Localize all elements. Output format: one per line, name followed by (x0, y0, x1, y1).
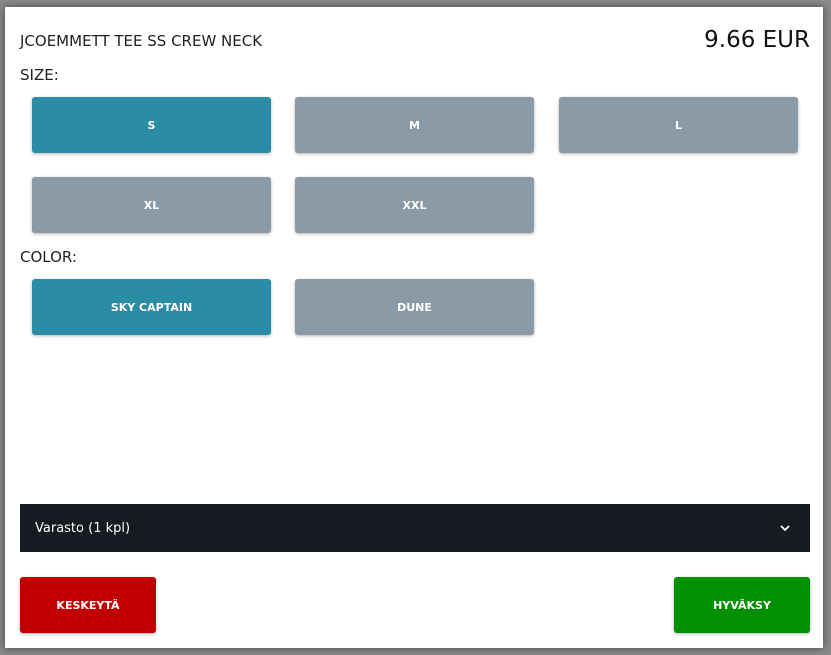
stock-dropdown-value: Varasto (1 kpl) (35, 520, 131, 536)
size-option-l[interactable]: L (559, 97, 798, 153)
variant-modal: JCOEMMETT TEE SS CREW NECK 9.66 EUR SIZE… (5, 7, 823, 648)
color-option-dune[interactable]: DUNE (295, 279, 534, 335)
size-label: SIZE: (20, 66, 59, 84)
cancel-button[interactable]: KESKEYTÄ (20, 577, 156, 633)
size-option-s[interactable]: S (32, 97, 271, 153)
product-title: JCOEMMETT TEE SS CREW NECK (20, 32, 263, 50)
color-option-sky-captain[interactable]: SKY CAPTAIN (32, 279, 271, 335)
size-option-xxl[interactable]: XXL (295, 177, 534, 233)
accept-button[interactable]: HYVÄKSY (674, 577, 810, 633)
chevron-down-icon (780, 521, 790, 536)
product-price: 9.66 EUR (704, 27, 810, 53)
stock-dropdown[interactable]: Varasto (1 kpl) (20, 504, 810, 552)
color-label: COLOR: (20, 248, 77, 266)
size-option-xl[interactable]: XL (32, 177, 271, 233)
size-option-m[interactable]: M (295, 97, 534, 153)
